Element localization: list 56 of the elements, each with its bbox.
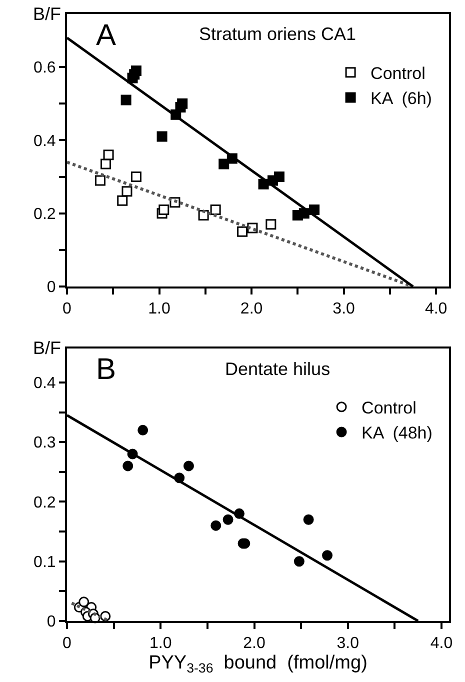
legend-label: KA (6h) <box>370 89 432 108</box>
point <box>122 460 134 472</box>
x-tick-label: 3.0 <box>336 635 360 652</box>
point <box>303 514 314 525</box>
x-tick-label: 2.0 <box>240 300 263 318</box>
text: Dentate hilus <box>225 359 330 379</box>
point <box>322 550 333 561</box>
point <box>100 158 111 170</box>
point <box>198 210 209 220</box>
point <box>156 131 168 142</box>
point <box>222 514 234 525</box>
point <box>218 158 230 170</box>
point <box>78 596 90 608</box>
annotation: B <box>96 353 116 386</box>
x-tick-label: 4.0 <box>424 300 448 318</box>
y-tick-label: 0 <box>46 279 56 296</box>
point <box>210 520 222 531</box>
point <box>103 150 114 160</box>
y-tick-label: 0.4 <box>34 375 56 392</box>
annotation: A <box>96 19 116 52</box>
x-tick-label: 3.0 <box>332 300 356 318</box>
y-tick-label: 0.2 <box>34 494 56 512</box>
y-tick-label: 0.1 <box>34 554 56 571</box>
point <box>274 172 284 182</box>
legend-label: Control <box>362 398 416 418</box>
x-tick-label: 1.0 <box>148 300 170 318</box>
y-tick-label: 0.4 <box>34 132 56 150</box>
x-tick-label: 0 <box>62 300 72 318</box>
point <box>210 204 221 215</box>
point <box>294 556 304 567</box>
x-tick-label: 4.0 <box>430 635 453 652</box>
point <box>120 94 132 106</box>
point <box>138 424 148 436</box>
point <box>177 98 188 109</box>
legend-label: KA (48h) <box>362 424 432 443</box>
x-axis-title: PYY$_{3-36}$ bound (fmol/mg) <box>148 652 368 676</box>
point <box>94 175 106 186</box>
text: Stratum oriens CA1 <box>199 24 356 44</box>
point <box>122 186 132 197</box>
point <box>130 172 142 182</box>
point <box>117 195 128 206</box>
y-tick-label: 0 <box>46 614 56 631</box>
point <box>130 65 142 76</box>
x-tick-label: 1.0 <box>150 635 172 652</box>
x-tick-label: 2.0 <box>243 635 266 652</box>
point <box>266 219 276 230</box>
legend-label: Control <box>370 64 426 84</box>
x-tick-label: 0 <box>62 635 72 652</box>
y-tick-label: 0.3 <box>34 434 56 452</box>
point <box>237 226 248 237</box>
y-axis-title: B/F <box>33 4 62 24</box>
y-axis-title: B/F <box>33 338 62 358</box>
point <box>158 204 170 215</box>
y-tick-label: 0.2 <box>34 206 56 223</box>
point <box>183 460 194 472</box>
y-tick-label: 0.6 <box>34 60 56 77</box>
